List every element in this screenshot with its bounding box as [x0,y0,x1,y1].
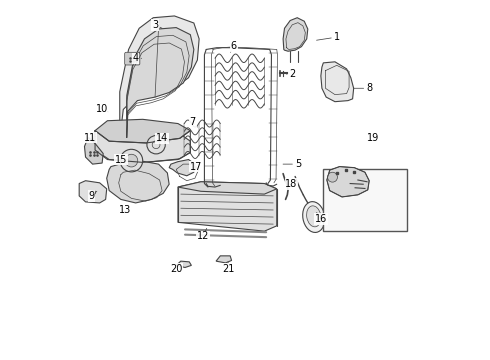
Circle shape [120,149,143,172]
Text: 10: 10 [96,104,108,114]
Text: 2: 2 [290,69,296,79]
Text: 14: 14 [156,133,168,143]
Polygon shape [107,161,169,203]
Polygon shape [327,167,369,197]
Text: 3: 3 [152,20,158,30]
Ellipse shape [307,206,321,227]
Polygon shape [93,128,190,162]
Text: 18: 18 [286,179,298,189]
Text: 19: 19 [367,133,379,143]
Polygon shape [178,182,277,231]
Polygon shape [216,256,232,263]
Polygon shape [169,159,195,176]
Text: 7: 7 [190,117,196,127]
Polygon shape [283,18,308,51]
Text: 1: 1 [334,32,340,42]
Text: 17: 17 [190,162,202,172]
Text: 6: 6 [231,41,237,51]
Circle shape [125,154,138,167]
Text: 16: 16 [315,214,327,224]
Text: 21: 21 [222,264,234,274]
Polygon shape [321,62,354,102]
Polygon shape [178,182,277,194]
FancyBboxPatch shape [124,52,140,65]
Polygon shape [127,28,194,138]
Text: 11: 11 [84,133,96,143]
Text: 12: 12 [196,231,209,242]
Text: 13: 13 [119,205,131,215]
Polygon shape [120,16,199,139]
Circle shape [327,172,338,182]
Circle shape [147,136,165,154]
Text: 5: 5 [295,159,301,169]
Text: 8: 8 [366,83,372,93]
Bar [322,170,407,231]
Text: 20: 20 [170,264,182,274]
Text: 15: 15 [115,154,127,165]
Text: 9: 9 [89,191,95,201]
Text: 4: 4 [133,53,139,63]
Polygon shape [79,181,107,203]
Ellipse shape [303,202,325,233]
Polygon shape [84,138,103,164]
Polygon shape [176,261,192,267]
Polygon shape [95,119,190,143]
